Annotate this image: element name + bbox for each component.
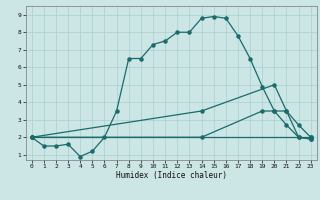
X-axis label: Humidex (Indice chaleur): Humidex (Indice chaleur) [116,171,227,180]
